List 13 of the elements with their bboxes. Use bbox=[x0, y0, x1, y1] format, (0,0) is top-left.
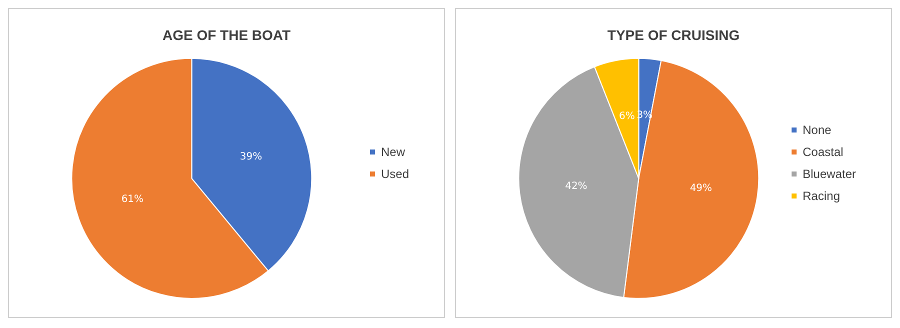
chart-title: AGE OF THE BOAT bbox=[162, 27, 291, 43]
data-label: 39% bbox=[240, 152, 262, 163]
data-label: 42% bbox=[565, 180, 588, 192]
legend-label: Bluewater bbox=[802, 167, 856, 181]
legend-label: None bbox=[802, 123, 832, 137]
legend-label: Coastal bbox=[802, 145, 844, 159]
legend-label: New bbox=[380, 145, 406, 159]
data-label: 6% bbox=[618, 111, 635, 122]
data-label: 49% bbox=[690, 182, 712, 194]
legend-label: Used bbox=[380, 167, 409, 181]
data-label: 61% bbox=[121, 194, 144, 206]
legend-label: Racing bbox=[802, 189, 840, 203]
chart-title: TYPE OF CRUISING bbox=[607, 27, 740, 43]
